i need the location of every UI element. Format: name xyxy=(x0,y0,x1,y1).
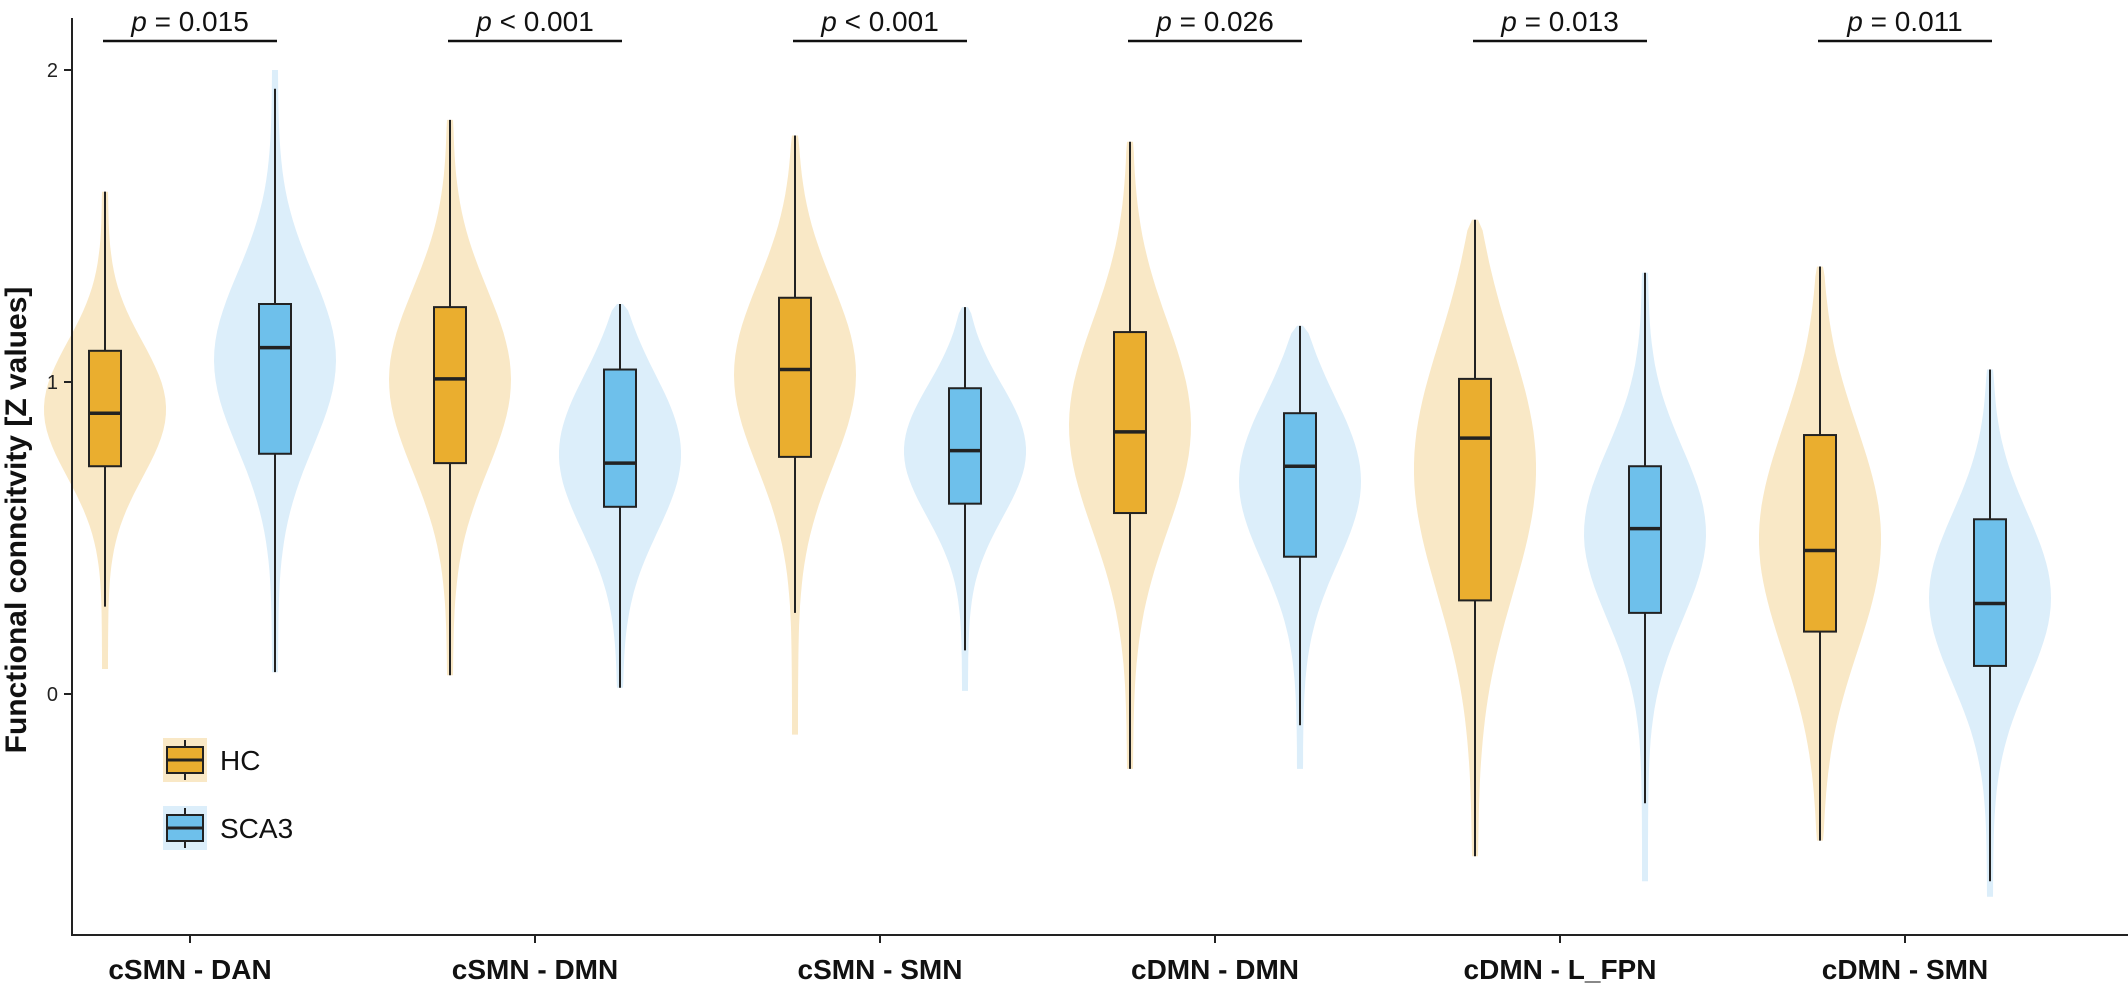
box-hc-cdmn-dmn xyxy=(1113,331,1147,515)
p-value-label: p < 0.001 xyxy=(820,6,939,37)
p-value-label: p < 0.001 xyxy=(475,6,594,37)
box-hc-csmn-dmn xyxy=(433,306,467,465)
box-sca3-csmn-dmn xyxy=(603,368,637,508)
x-category-label: cSMN - DAN xyxy=(108,954,271,985)
box-hc-csmn-smn xyxy=(778,296,812,458)
box-sca3-cdmn-l_fpn xyxy=(1628,465,1662,614)
x-category-label: cDMN - L_FPN xyxy=(1464,954,1657,985)
box-sca3-csmn-smn xyxy=(948,387,982,505)
box-sca3-cdmn-dmn xyxy=(1283,412,1317,558)
p-value-label: p = 0.015 xyxy=(130,6,249,37)
x-categories-layer: cSMN - DAN cSMN - DMN cSMN - SMN cDMN - DMN… xyxy=(108,935,1988,985)
y-tick-label-0: 0 xyxy=(47,684,58,706)
p-value-label: p = 0.013 xyxy=(1500,6,1619,37)
violins-layer xyxy=(44,70,2051,897)
x-category-label: cDMN - DMN xyxy=(1131,954,1299,985)
boxes-layer xyxy=(88,88,2007,882)
box-sca3-cdmn-smn xyxy=(1973,518,2007,667)
x-category-label: cSMN - SMN xyxy=(798,954,963,985)
box-hc-cdmn-l_fpn xyxy=(1458,377,1492,602)
p-value-label: p = 0.011 xyxy=(1846,6,1962,37)
p-value-label: p = 0.026 xyxy=(1155,6,1274,37)
box-hc-cdmn-smn xyxy=(1803,434,1837,633)
y-tick-label-1: 1 xyxy=(47,372,58,394)
box-hc-csmn-dan xyxy=(88,349,122,468)
x-category-label: cSMN - DMN xyxy=(452,954,618,985)
y-tick-label-2: 2 xyxy=(47,60,58,82)
axes-layer xyxy=(71,18,2128,936)
box-sca3-csmn-dan xyxy=(258,303,292,455)
legend: HC SCA3 xyxy=(163,738,293,850)
legend-label-sca3: SCA3 xyxy=(220,813,293,844)
p-value-annotations-layer: p = 0.015 p < 0.001 p < 0.001 p = 0.026 p = … xyxy=(103,6,1992,43)
legend-label-hc: HC xyxy=(220,745,260,776)
x-category-label: cDMN - SMN xyxy=(1822,954,1988,985)
y-ticks-layer: 0 1 2 xyxy=(47,60,72,706)
y-axis-label: Functional conncitvity [Z values] xyxy=(0,287,33,754)
